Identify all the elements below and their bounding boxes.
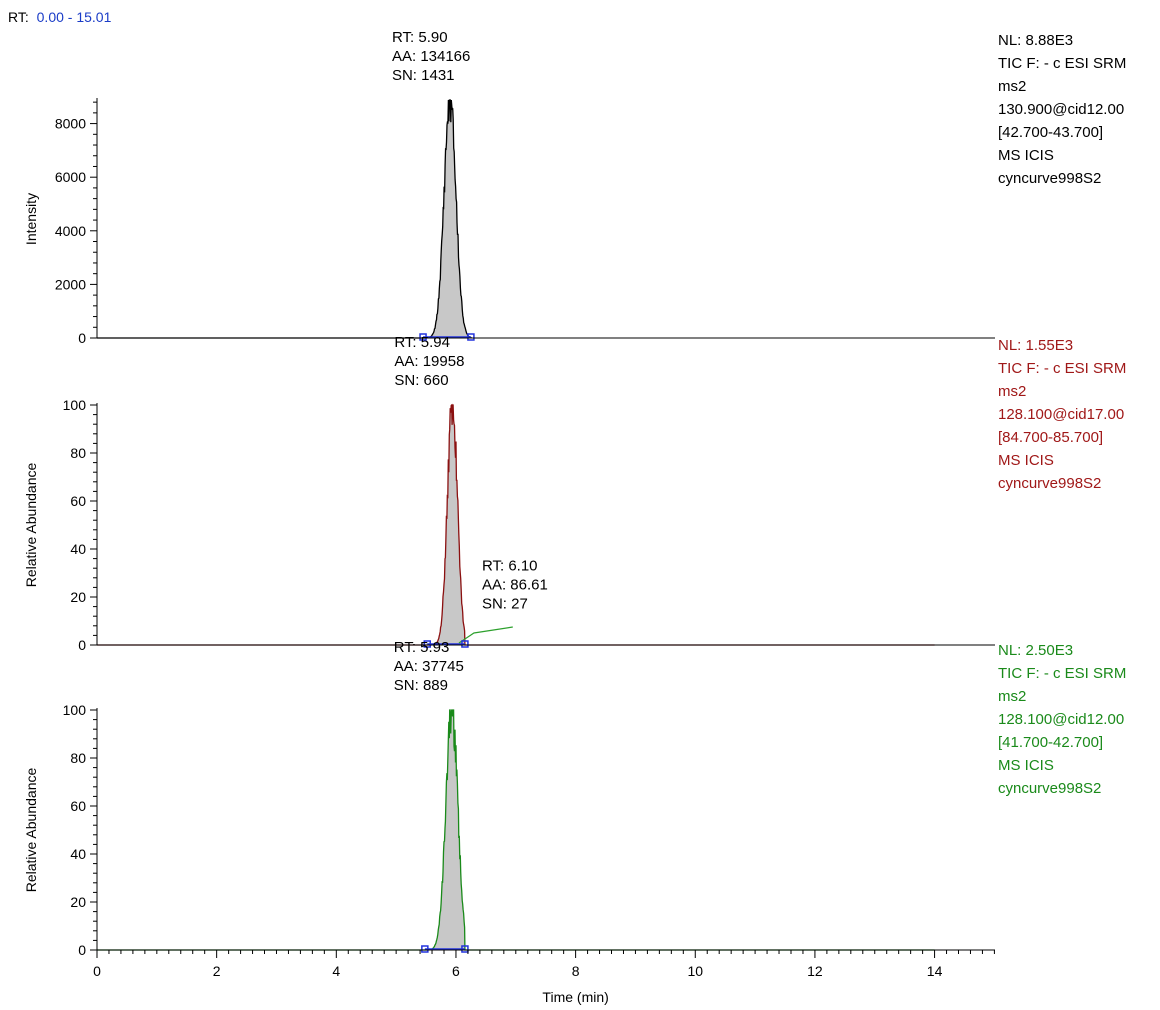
retention-range-prefix: RT: [8,9,29,25]
x-tick-label: 4 [332,963,340,979]
x-tick-label: 6 [452,963,460,979]
y-tick-label: 2000 [55,276,86,292]
trace-info-line: cyncurve998S2 [998,475,1101,492]
y-tick-label: 60 [70,798,86,814]
peak-annotation: RT: 5.94 [394,334,450,351]
retention-range-value: 0.00 - 15.01 [37,9,112,25]
y-axis-title: Relative Abundance [23,463,39,588]
baseline-marker [423,640,431,648]
trace-info-line: 128.100@cid12.00 [998,711,1124,728]
peak-annotation: AA: 19958 [394,353,464,370]
peak-annotation: RT: 5.90 [392,29,448,46]
peak-annotation: AA: 37745 [394,658,464,675]
y-tick-label: 4000 [55,223,86,239]
peak-annotation: AA: 134166 [392,48,470,65]
trace-info-line: NL: 1.55E3 [998,337,1073,354]
y-tick-label: 80 [70,750,86,766]
chromatogram-panel: 0 20 40 60 80 100 Relative Abundance RT: 5.93 AA… [23,639,1126,958]
trace-info-line: cyncurve998S2 [998,170,1101,187]
trace-info-line: 128.100@cid17.00 [998,406,1124,423]
y-tick-label: 0 [78,942,86,958]
trace-info-line: NL: 2.50E3 [998,642,1073,659]
y-tick-label: 100 [63,397,87,413]
x-tick-label: 0 [93,963,101,979]
y-axis-title: Relative Abundance [23,768,39,893]
x-tick-label: 2 [213,963,221,979]
peak-annotation: SN: 27 [482,596,528,613]
peak-fill-area [427,405,465,645]
trace-info-line: MS ICIS [998,757,1054,774]
x-axis-title: Time (min) [542,989,608,1005]
y-tick-label: 20 [70,589,86,605]
trace-info-line: NL: 8.88E3 [998,32,1073,49]
peak-fill-area [424,710,465,950]
trace-info-line: MS ICIS [998,147,1054,164]
baseline-marker [421,945,429,953]
chromatogram-trace [97,99,472,339]
trace-info-line: MS ICIS [998,452,1054,469]
trace-info-line: TIC F: - c ESI SRM [998,55,1126,72]
y-tick-label: 0 [78,330,86,346]
trace-info-line: TIC F: - c ESI SRM [998,360,1126,377]
peak-annotation: SN: 1431 [392,67,455,84]
peak-annotation: RT: 5.93 [394,639,450,656]
baseline-marker [467,333,475,341]
y-tick-label: 40 [70,541,86,557]
baseline-marker [461,640,469,648]
y-tick-label: 20 [70,894,86,910]
peak-annotation: SN: 660 [394,372,448,389]
trace-info-line: cyncurve998S2 [998,780,1101,797]
chromatogram-panel: 0 20 40 60 80 100 Relative Abundance RT: 5.94 AA… [23,334,1126,653]
y-tick-label: 100 [63,702,87,718]
chromatogram-trace [97,709,935,951]
y-tick-label: 0 [78,637,86,653]
trace-info-line: TIC F: - c ESI SRM [998,665,1126,682]
peak-annotation: SN: 889 [394,677,448,694]
trace-info-line: [42.700-43.700] [998,124,1103,141]
baseline-marker [461,945,469,953]
y-tick-label: 8000 [55,116,86,132]
x-tick-label: 8 [572,963,580,979]
trace-info-line: [41.700-42.700] [998,734,1103,751]
trace-info-line: ms2 [998,383,1026,400]
peak-annotation: AA: 86.61 [482,577,548,594]
retention-range-label: RT: 0.00 - 15.01 [8,9,112,25]
y-tick-label: 40 [70,846,86,862]
y-axis-title: Intensity [23,193,39,245]
trace-info-line: 130.900@cid12.00 [998,101,1124,118]
x-tick-label: 12 [807,963,823,979]
trace-info-line: [84.700-85.700] [998,429,1103,446]
peak-fill-area [423,100,471,338]
secondary-peak-trace [458,626,513,644]
baseline-marker [419,333,427,341]
x-tick-label: 14 [927,963,943,979]
trace-info-line: ms2 [998,688,1026,705]
peak-annotation: RT: 6.10 [482,558,538,575]
chromatogram-panel: 0 2000 4000 6000 8000 Intensity RT: 5.90 AA: 13… [23,29,1126,346]
y-tick-label: 6000 [55,169,86,185]
y-tick-label: 60 [70,493,86,509]
trace-info-line: ms2 [998,78,1026,95]
time-axis: 0 2 4 6 8 10 12 14 Time (min) [93,950,995,1005]
y-tick-label: 80 [70,445,86,461]
x-tick-label: 10 [687,963,703,979]
